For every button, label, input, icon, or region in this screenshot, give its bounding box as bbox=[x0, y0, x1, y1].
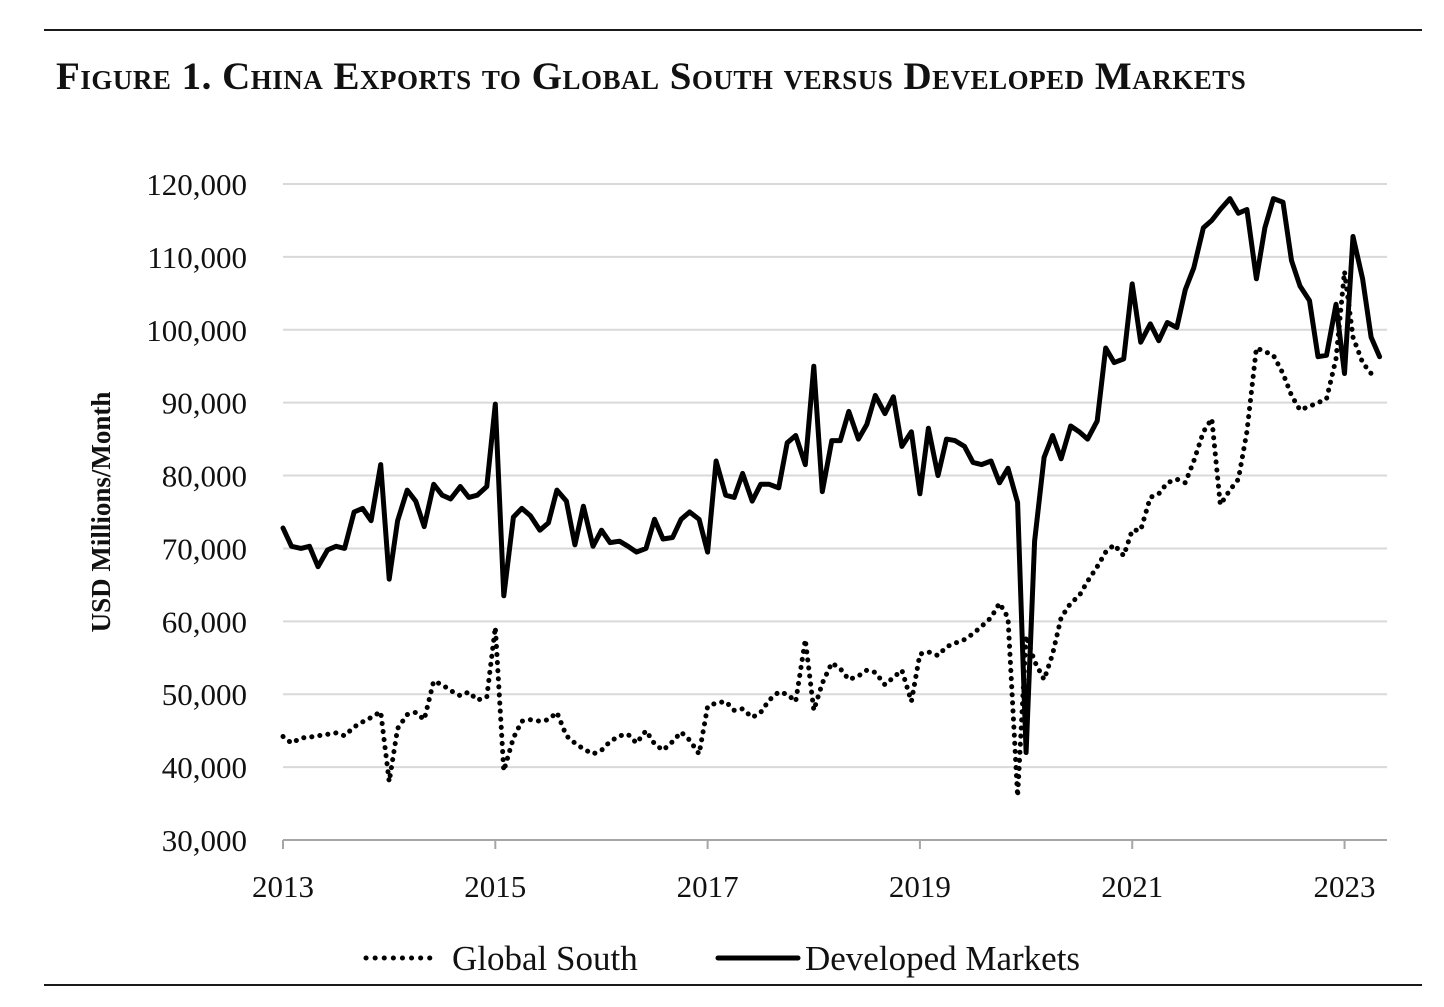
y-tick-label: 100,000 bbox=[146, 313, 247, 348]
series-lines bbox=[280, 196, 1383, 799]
y-tick-label: 110,000 bbox=[147, 240, 247, 275]
x-tick-label: 2017 bbox=[677, 869, 739, 904]
x-tick-label: 2023 bbox=[1314, 869, 1376, 904]
x-tick-label: 2013 bbox=[252, 869, 314, 904]
y-tick-label: 80,000 bbox=[162, 459, 247, 494]
x-tick-label: 2019 bbox=[889, 869, 951, 904]
x-tick-label: 2021 bbox=[1101, 869, 1163, 904]
legend-developed-markets-label: Developed Markets bbox=[805, 939, 1080, 978]
legend: Global South Developed Markets bbox=[363, 939, 1080, 978]
y-tick-label: 90,000 bbox=[162, 386, 247, 421]
figure-title: Figure 1. China Exports to Global South … bbox=[56, 55, 1247, 98]
legend-global-south-label: Global South bbox=[452, 939, 638, 978]
y-tick-label: 120,000 bbox=[146, 167, 247, 202]
y-tick-label: 70,000 bbox=[162, 531, 247, 566]
developed-markets-line bbox=[280, 196, 1383, 755]
y-axis-title: USD Millions/Month bbox=[86, 392, 116, 633]
bottom-rule bbox=[44, 984, 1422, 986]
x-tick-label: 2015 bbox=[464, 869, 526, 904]
global-south-line bbox=[280, 269, 1374, 799]
y-tick-label: 30,000 bbox=[162, 823, 247, 858]
axes: 30,000 40,000 50,000 60,000 70,000 80,000 90,0… bbox=[146, 167, 1387, 904]
y-tick-label: 40,000 bbox=[162, 750, 247, 785]
y-tick-label: 60,000 bbox=[162, 604, 247, 639]
gridlines bbox=[283, 183, 1387, 769]
top-rule bbox=[44, 29, 1422, 31]
y-tick-label: 50,000 bbox=[162, 677, 247, 712]
